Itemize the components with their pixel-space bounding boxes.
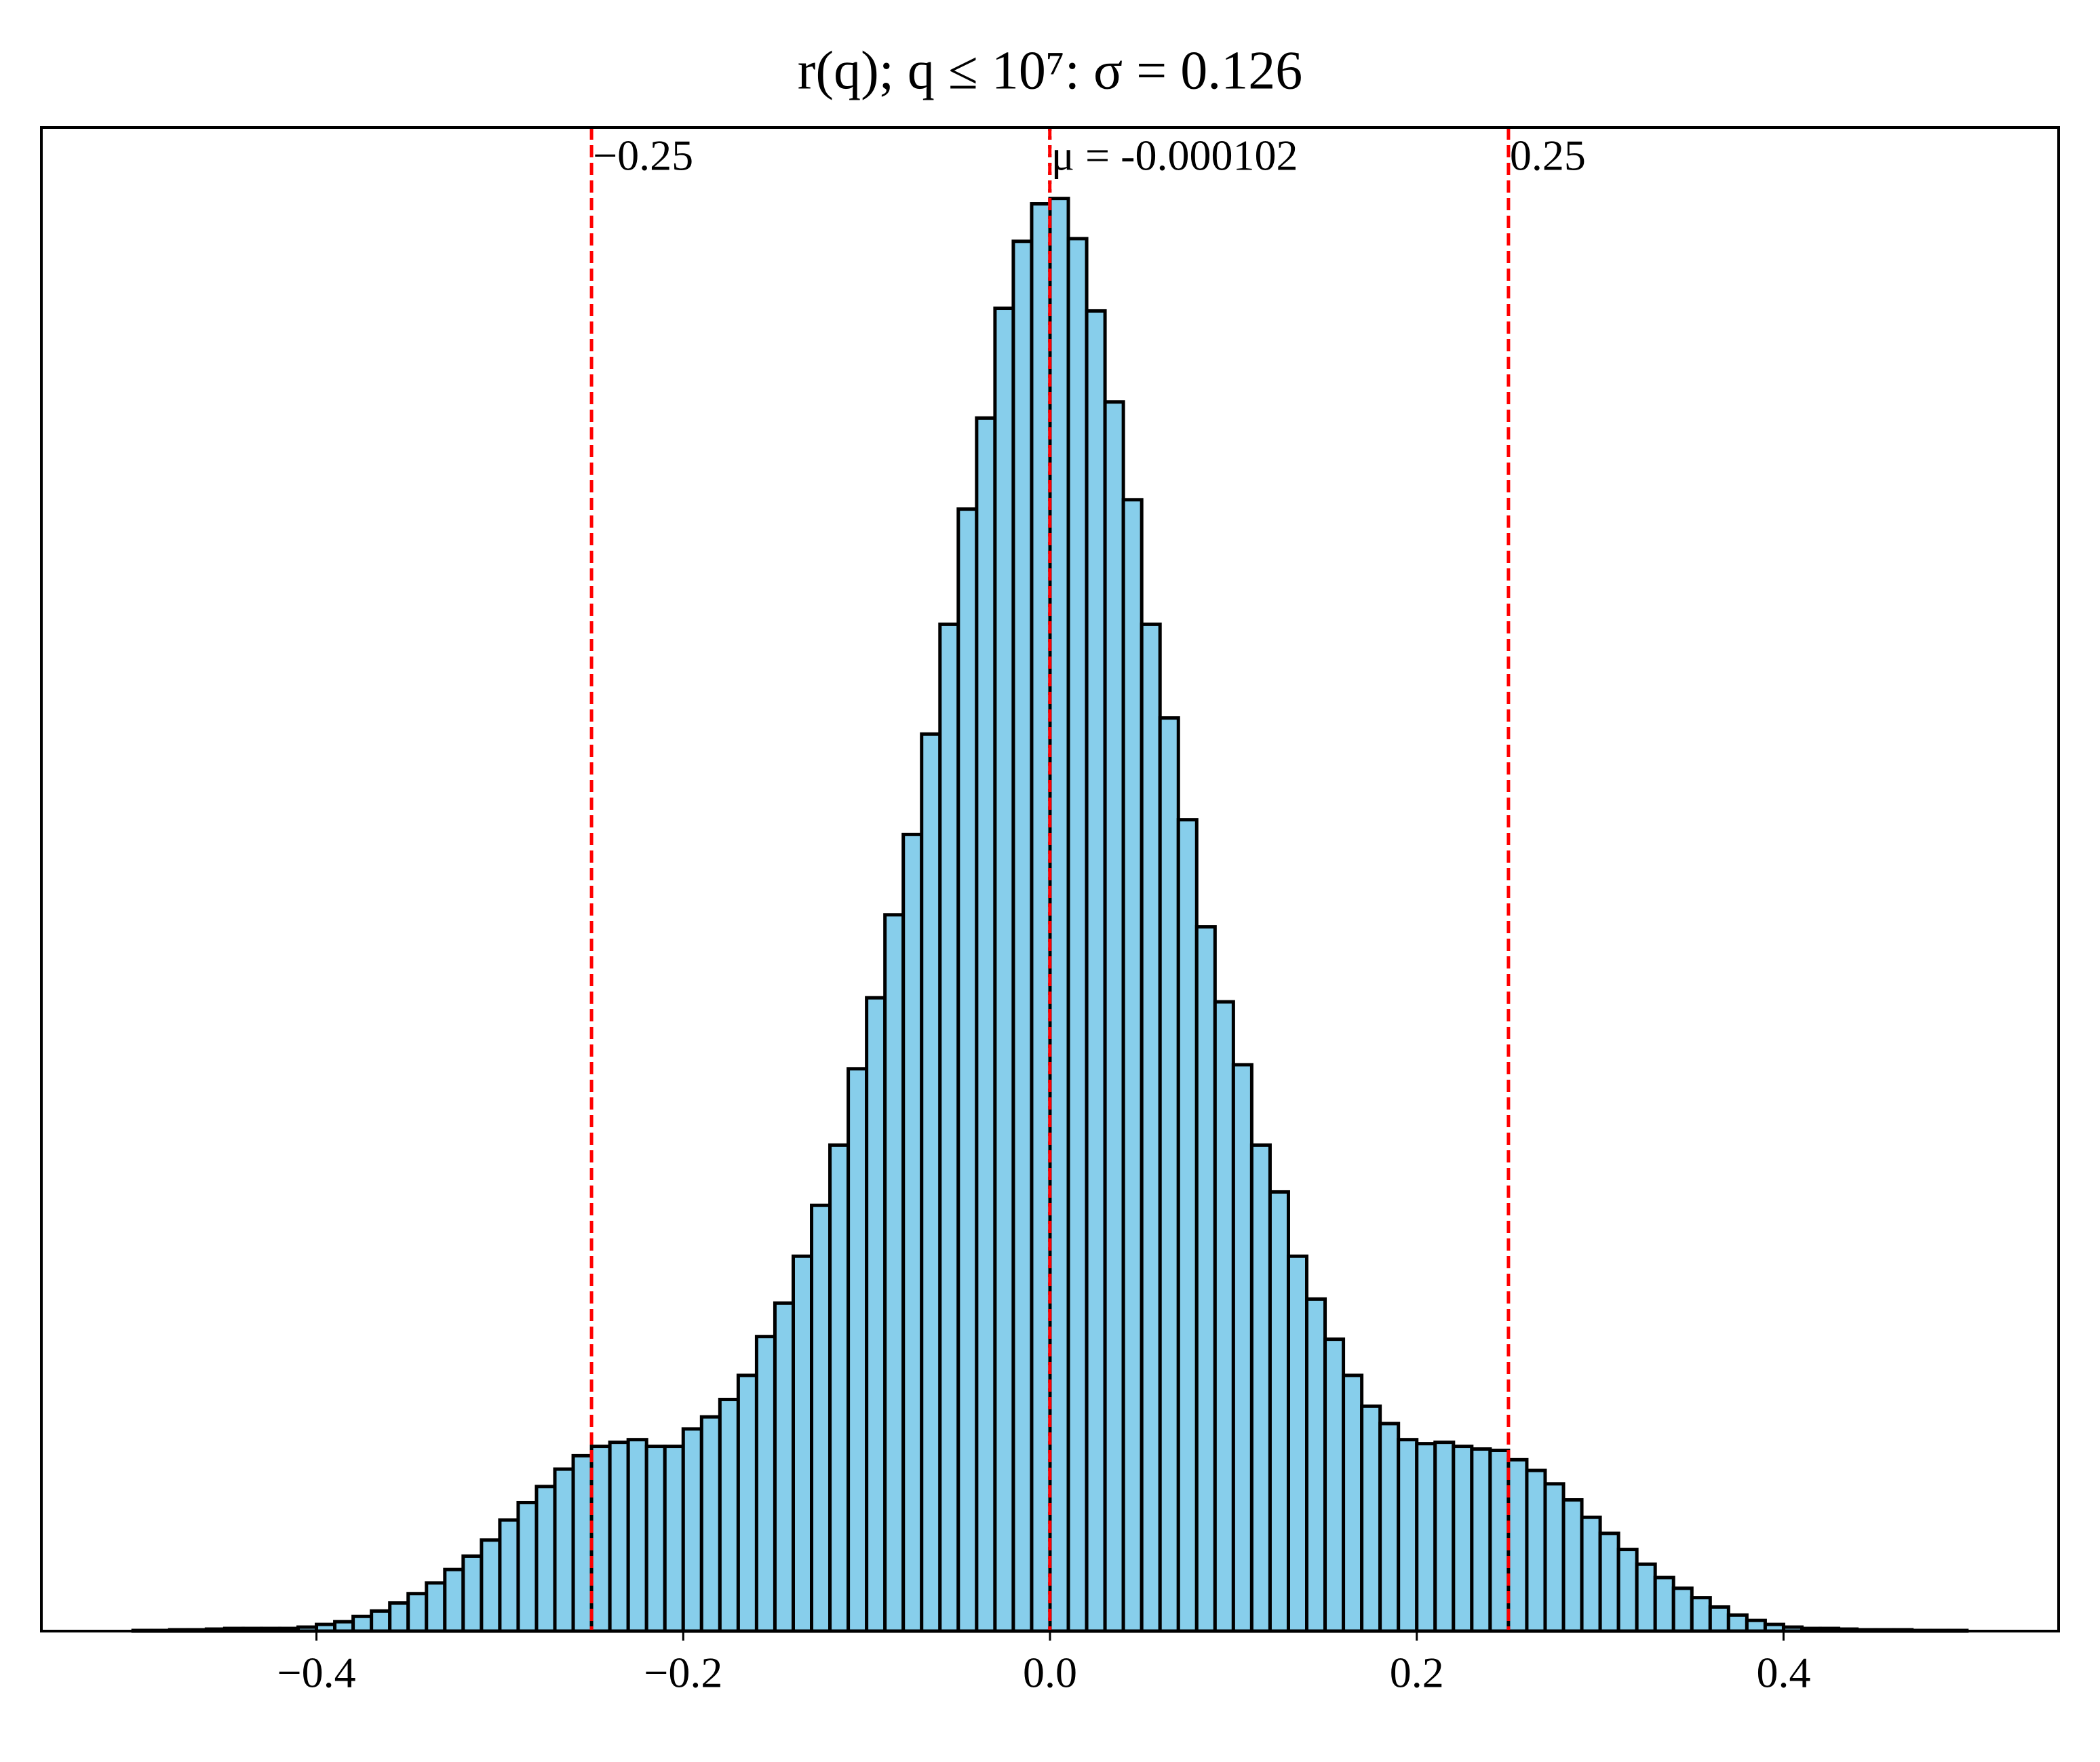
bar bbox=[1726, 1613, 1749, 1633]
bar bbox=[1323, 1337, 1346, 1633]
bar bbox=[1452, 1445, 1474, 1633]
bar bbox=[1213, 1000, 1235, 1633]
bar bbox=[699, 1415, 722, 1633]
x-tick-label: 0.0 bbox=[1023, 1649, 1077, 1697]
x-tick-label: 0.4 bbox=[1756, 1649, 1810, 1697]
bar bbox=[828, 1143, 851, 1633]
bar bbox=[1268, 1190, 1290, 1633]
bar bbox=[406, 1592, 429, 1633]
bar bbox=[1470, 1447, 1492, 1633]
x-tick-label: −0.2 bbox=[644, 1649, 722, 1697]
bar bbox=[1745, 1618, 1767, 1633]
bar bbox=[1397, 1438, 1419, 1633]
bar bbox=[993, 307, 1015, 1633]
bar bbox=[333, 1620, 355, 1633]
bar bbox=[773, 1301, 795, 1633]
bar bbox=[1249, 1143, 1272, 1633]
bar bbox=[865, 996, 887, 1633]
bar bbox=[663, 1445, 685, 1633]
bar bbox=[571, 1453, 594, 1633]
bar bbox=[1194, 925, 1217, 1633]
bar bbox=[1653, 1575, 1675, 1633]
bar bbox=[1378, 1422, 1401, 1633]
bar bbox=[480, 1538, 502, 1633]
x-tick-label: 0.2 bbox=[1390, 1649, 1444, 1697]
bar bbox=[1085, 309, 1107, 1633]
bar bbox=[1616, 1548, 1639, 1633]
bar bbox=[956, 507, 979, 1633]
bar bbox=[1598, 1531, 1620, 1633]
bar bbox=[534, 1485, 557, 1633]
bar bbox=[1176, 818, 1199, 1633]
bar bbox=[810, 1203, 832, 1633]
bar bbox=[1048, 197, 1070, 1633]
bar bbox=[791, 1254, 814, 1633]
bar bbox=[461, 1554, 484, 1633]
bar bbox=[1066, 237, 1089, 1633]
chart-title: r(q); q ≤ 10⁷: σ = 0.126 bbox=[798, 41, 1302, 100]
bar bbox=[443, 1567, 465, 1633]
bar bbox=[1030, 202, 1052, 1633]
bar bbox=[1561, 1498, 1584, 1633]
bar bbox=[1506, 1457, 1529, 1633]
x-tick-label: −0.4 bbox=[277, 1649, 355, 1697]
bar bbox=[920, 732, 942, 1633]
bar bbox=[425, 1581, 447, 1633]
bar bbox=[1305, 1297, 1327, 1633]
bar bbox=[1690, 1596, 1712, 1633]
bar bbox=[516, 1500, 539, 1633]
bar bbox=[1140, 622, 1162, 1633]
bar bbox=[553, 1467, 575, 1633]
bar bbox=[901, 832, 924, 1633]
bar bbox=[938, 622, 960, 1633]
bar bbox=[1433, 1441, 1456, 1633]
bar bbox=[1231, 1063, 1253, 1633]
line-annotation: 0.25 bbox=[1510, 132, 1586, 180]
bar bbox=[1708, 1605, 1730, 1633]
bar bbox=[1286, 1254, 1309, 1633]
bar bbox=[388, 1601, 410, 1633]
bar bbox=[498, 1518, 520, 1633]
bar bbox=[736, 1373, 758, 1633]
bar bbox=[1158, 716, 1180, 1633]
bar bbox=[883, 913, 906, 1633]
line-annotation: −0.25 bbox=[593, 132, 693, 180]
bar bbox=[1543, 1482, 1566, 1633]
bar bbox=[644, 1445, 667, 1633]
bar bbox=[1360, 1404, 1382, 1633]
bar bbox=[718, 1397, 740, 1633]
bar bbox=[608, 1441, 630, 1633]
bar bbox=[1121, 498, 1144, 1633]
bar bbox=[1415, 1442, 1437, 1633]
bar bbox=[975, 416, 997, 1633]
bar bbox=[1342, 1373, 1364, 1633]
bar bbox=[370, 1609, 392, 1633]
bar bbox=[1103, 400, 1125, 1633]
bar bbox=[1635, 1562, 1657, 1633]
bar bbox=[1488, 1448, 1511, 1633]
bar bbox=[351, 1614, 374, 1633]
line-annotation: μ = -0.000102 bbox=[1051, 132, 1298, 180]
bar bbox=[681, 1427, 703, 1633]
bar bbox=[1580, 1515, 1602, 1633]
bar bbox=[1525, 1468, 1547, 1633]
bar bbox=[1011, 239, 1034, 1633]
bar bbox=[626, 1438, 648, 1633]
bar bbox=[754, 1335, 777, 1633]
bar bbox=[1671, 1586, 1694, 1633]
bar bbox=[589, 1445, 612, 1633]
bar bbox=[847, 1067, 869, 1633]
